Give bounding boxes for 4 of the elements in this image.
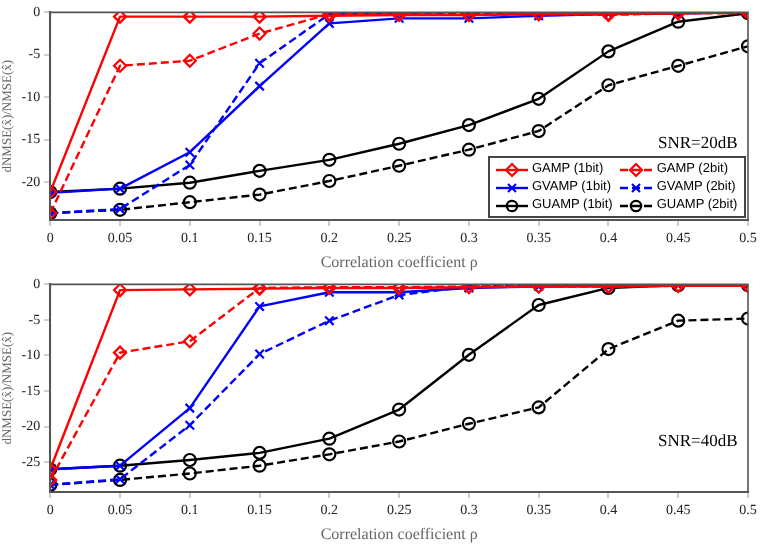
x-axis-title: Correlation coefficient ρ (320, 252, 478, 271)
x-axis-title: Correlation coefficient ρ (320, 524, 478, 543)
annotation: SNR=20dB (658, 132, 738, 152)
annotation: SNR=40dB (658, 429, 738, 450)
